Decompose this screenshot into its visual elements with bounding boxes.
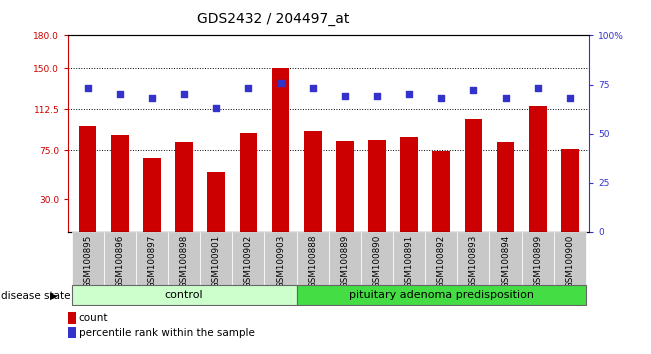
Point — [404, 92, 414, 97]
Text: pituitary adenoma predisposition: pituitary adenoma predisposition — [349, 290, 534, 300]
Bar — [168, 232, 200, 285]
Text: GSM100897: GSM100897 — [147, 235, 156, 288]
Bar — [143, 158, 161, 232]
Bar — [490, 232, 521, 285]
Bar — [361, 232, 393, 285]
Text: GSM100898: GSM100898 — [180, 235, 189, 288]
Text: GSM100900: GSM100900 — [565, 235, 574, 288]
Bar — [465, 119, 482, 232]
Bar — [554, 232, 586, 285]
Bar — [329, 232, 361, 285]
Point — [533, 86, 543, 91]
Bar — [208, 172, 225, 232]
Point — [307, 86, 318, 91]
Text: GSM100895: GSM100895 — [83, 235, 92, 288]
Bar — [425, 232, 458, 285]
Text: disease state: disease state — [1, 291, 71, 301]
Point — [501, 96, 511, 101]
Text: GSM100901: GSM100901 — [212, 235, 221, 288]
Text: GSM100902: GSM100902 — [244, 235, 253, 288]
Bar — [336, 141, 353, 232]
Bar — [264, 232, 297, 285]
Text: ▶: ▶ — [49, 291, 57, 301]
Bar — [458, 232, 490, 285]
Point — [468, 87, 478, 93]
Bar — [232, 232, 264, 285]
Point — [340, 93, 350, 99]
Bar — [529, 106, 547, 232]
Bar — [111, 135, 129, 232]
Point — [211, 105, 221, 111]
Bar — [72, 285, 297, 305]
Bar — [271, 68, 290, 232]
Text: GSM100899: GSM100899 — [533, 235, 542, 288]
Bar — [136, 232, 168, 285]
Text: GSM100903: GSM100903 — [276, 235, 285, 288]
Bar — [368, 140, 386, 232]
Bar — [497, 142, 514, 232]
Point — [115, 92, 125, 97]
Point — [564, 96, 575, 101]
Text: GSM100892: GSM100892 — [437, 235, 446, 288]
Text: GSM100894: GSM100894 — [501, 235, 510, 288]
Point — [436, 96, 447, 101]
Point — [243, 86, 254, 91]
Bar — [393, 232, 425, 285]
Bar — [297, 232, 329, 285]
Text: GDS2432 / 204497_at: GDS2432 / 204497_at — [197, 12, 350, 27]
Point — [146, 96, 157, 101]
Bar — [521, 232, 554, 285]
Point — [179, 92, 189, 97]
Text: control: control — [165, 290, 203, 300]
Point — [275, 80, 286, 85]
Text: GSM100891: GSM100891 — [405, 235, 413, 288]
Point — [83, 86, 93, 91]
Bar — [432, 151, 450, 232]
Text: GSM100896: GSM100896 — [115, 235, 124, 288]
Bar — [200, 232, 232, 285]
Bar — [175, 142, 193, 232]
Text: count: count — [79, 313, 108, 323]
Text: GSM100889: GSM100889 — [340, 235, 350, 288]
Bar — [79, 126, 96, 232]
Bar — [240, 132, 257, 232]
Text: percentile rank within the sample: percentile rank within the sample — [79, 328, 255, 338]
Point — [372, 93, 382, 99]
Text: GSM100893: GSM100893 — [469, 235, 478, 288]
Bar — [400, 137, 418, 232]
Text: GSM100888: GSM100888 — [308, 235, 317, 288]
Bar — [297, 285, 586, 305]
Bar — [561, 149, 579, 232]
Bar — [72, 232, 104, 285]
Text: GSM100890: GSM100890 — [372, 235, 381, 288]
Bar — [104, 232, 136, 285]
Bar — [304, 131, 322, 232]
